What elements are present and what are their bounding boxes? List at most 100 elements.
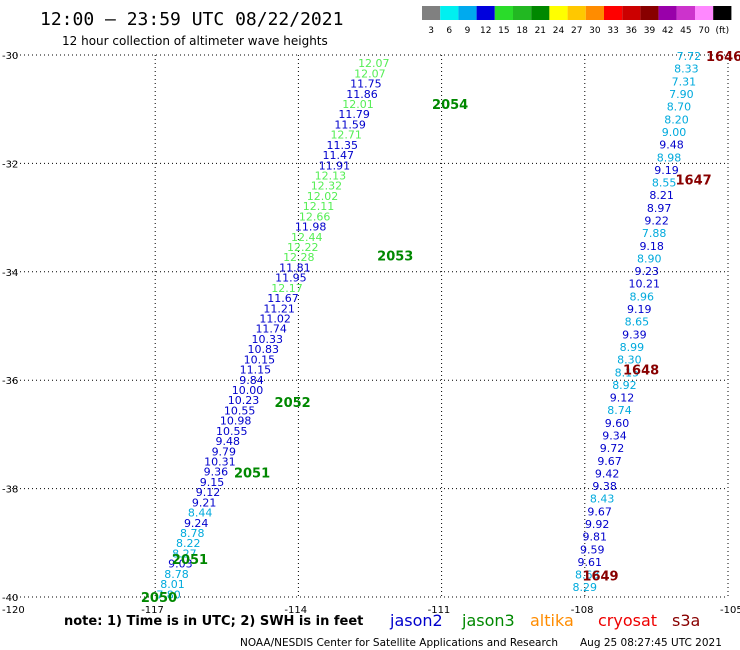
wave-height-value: 9.36 <box>204 466 229 479</box>
wave-height-value: 8.55 <box>652 177 677 190</box>
colorbar-swatch <box>695 6 714 20</box>
pass-labels: 2054 2053 2052 2051 2051 2050 1646 1647 1648 1649 <box>141 50 740 606</box>
wave-height-value: 9.18 <box>639 240 664 253</box>
colorbar-label: 39 <box>644 26 656 36</box>
wave-height-value: 8.33 <box>674 63 699 76</box>
wave-height-value: 9.67 <box>587 505 612 518</box>
pass-number-label: 1646 <box>706 50 740 65</box>
wave-height-value: 9.34 <box>602 429 627 442</box>
wave-height-value: 10.15 <box>244 353 276 366</box>
wave-height-tracks: 12.0712.0711.7511.8612.0111.7911.5912.71… <box>156 50 701 601</box>
pass-number-label: 2050 <box>141 591 177 606</box>
pass-number-label: 2053 <box>377 250 413 265</box>
wave-height-value: 12.71 <box>330 129 362 142</box>
wave-height-value: 9.19 <box>654 164 679 177</box>
wave-height-value: 11.86 <box>346 88 378 101</box>
colorbar-swatch <box>549 6 568 20</box>
wave-height-value: 11.59 <box>334 118 366 131</box>
colorbar-label: 36 <box>626 26 638 36</box>
colorbar-label: 24 <box>553 26 565 36</box>
x-tick-label: -117 <box>141 605 164 616</box>
y-tick-label: -40 <box>2 593 18 604</box>
wave-height-value: 8.20 <box>664 113 689 126</box>
wave-height-value: 9.59 <box>580 543 605 556</box>
wave-height-value: 12.17 <box>271 282 303 295</box>
wave-height-value: 11.74 <box>255 323 287 336</box>
legend-item-jason3: jason3 <box>461 611 515 630</box>
wave-height-value: 12.01 <box>342 98 374 111</box>
wave-height-value: 8.01 <box>160 578 185 591</box>
wave-height-value: 7.72 <box>677 50 702 63</box>
colorbar-swatch <box>585 6 604 20</box>
wave-height-value: 7.90 <box>669 88 694 101</box>
wave-height-value: 9.21 <box>192 496 217 509</box>
wave-height-value: 9.23 <box>634 265 659 278</box>
y-tick-label: -34 <box>2 268 18 279</box>
wave-height-value: 9.92 <box>585 518 610 531</box>
colorbar-label: 9 <box>465 26 471 36</box>
footer-timestamp: Aug 25 08:27:45 UTC 2021 <box>580 637 722 649</box>
wave-height-value: 9.12 <box>196 486 221 499</box>
wave-height-value: 9.60 <box>605 417 630 430</box>
wave-height-value: 11.79 <box>338 108 370 121</box>
y-tick-label: -36 <box>2 376 18 387</box>
wave-height-value: 8.63 <box>575 569 600 582</box>
wave-height-value: 9.42 <box>595 467 620 480</box>
corner-tick-label: -120 <box>2 605 25 616</box>
wave-height-value: 10.23 <box>228 394 260 407</box>
wave-height-value: 11.75 <box>350 78 382 91</box>
y-tick-label: -32 <box>2 159 18 170</box>
wave-height-value: 8.43 <box>590 493 615 506</box>
wave-height-value: 9.48 <box>216 435 241 448</box>
colorbar-swatch <box>622 6 641 20</box>
colorbar-label: 15 <box>498 26 509 36</box>
chart-subtitle: 12 hour collection of altimeter wave hei… <box>62 34 328 48</box>
wave-height-value: 9.79 <box>212 445 237 458</box>
x-tick-label: -111 <box>428 605 451 616</box>
x-tick-label: -108 <box>571 605 594 616</box>
wave-height-value: 11.47 <box>323 149 355 162</box>
wave-height-value: 9.03 <box>168 558 193 571</box>
wave-height-value: 9.00 <box>662 126 687 139</box>
wave-height-value: 9.19 <box>627 303 652 316</box>
wave-height-value: 11.98 <box>295 221 327 234</box>
wave-height-value: 12.22 <box>287 241 319 254</box>
colorbar-swatch <box>567 6 586 20</box>
colorbar-label: (ft) <box>716 26 730 36</box>
wave-height-value: 8.97 <box>647 202 672 215</box>
wave-height-value: 8.21 <box>649 189 674 202</box>
legend-item-altika: altika <box>530 611 574 630</box>
colorbar-swatch <box>531 6 550 20</box>
wave-height-value: 9.39 <box>622 328 647 341</box>
wave-height-value: 10.55 <box>224 404 256 417</box>
pass-number-label: 2051 <box>234 466 270 481</box>
wave-height-value: 11.35 <box>326 139 358 152</box>
colorbar-swatch <box>604 6 623 20</box>
wave-height-value: 9.61 <box>578 556 603 569</box>
x-tick-label: -114 <box>284 605 307 616</box>
wave-height-value: 9.22 <box>644 214 669 227</box>
axis-ticks: -30 -32 -34 -36 -38 -117 -114 -111 -108 -105 -120-… <box>2 51 740 616</box>
wave-height-value: 10.00 <box>232 384 264 397</box>
wave-height-value: 12.32 <box>311 180 343 193</box>
colorbar-label: 18 <box>516 26 528 36</box>
wave-height-value: 10.21 <box>629 278 661 291</box>
wave-height-value: 8.98 <box>657 151 682 164</box>
wave-height-value: 8.74 <box>607 404 632 417</box>
colorbar-label: 33 <box>607 26 618 36</box>
pass-number-label: 2052 <box>275 396 311 411</box>
wave-height-value: 10.98 <box>220 415 252 428</box>
footer-credit: NOAA/NESDIS Center for Satellite Applica… <box>240 637 558 649</box>
satellite-legend: jason2 jason3 altika cryosat s3a <box>389 611 700 630</box>
wave-height-value: 9.48 <box>659 139 684 152</box>
wave-height-value: 12.44 <box>291 231 323 244</box>
wave-height-value: 12.02 <box>307 190 339 203</box>
colorbar-swatch <box>513 6 532 20</box>
colorbar-label: 12 <box>480 26 491 36</box>
pass-number-label: 1648 <box>623 363 659 378</box>
colorbar-label: 45 <box>680 26 691 36</box>
wave-height-value: 11.67 <box>267 292 299 305</box>
wave-height-value: 8.65 <box>625 316 650 329</box>
wave-height-value: 11.02 <box>259 312 291 325</box>
